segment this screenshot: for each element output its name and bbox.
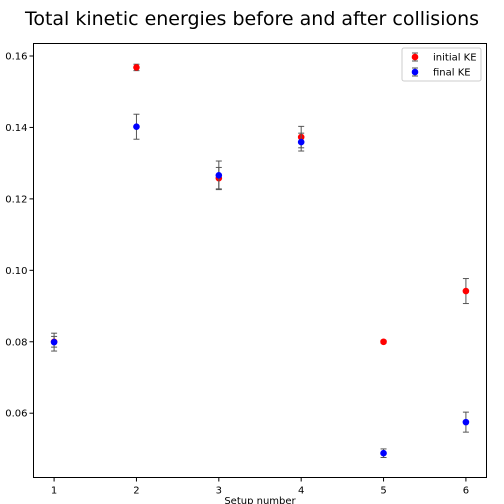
legend-marker [411, 53, 419, 61]
y-axis: 0.06 0.08 0.10 0.12 0.14 0.16 [5, 52, 34, 420]
y-tick-label: 0.14 [5, 123, 27, 134]
x-axis-label: Setup number [224, 496, 296, 504]
x-tick-label: 1 [51, 486, 57, 497]
x-tick-label: 4 [298, 486, 304, 497]
data-point [297, 138, 305, 146]
y-tick-label: 0.16 [5, 52, 27, 63]
y-tick-label: 0.08 [5, 337, 27, 348]
data-point [133, 123, 140, 131]
y-tick-label: 0.06 [5, 409, 27, 420]
legend-box [401, 47, 482, 82]
data-point [380, 449, 387, 457]
data-point [380, 338, 387, 346]
chart-title: Total kinetic energies before and after … [24, 8, 479, 30]
data-point [133, 64, 140, 71]
legend-label: final KE [433, 68, 471, 79]
data-point [50, 338, 58, 346]
data-point [215, 172, 223, 179]
y-tick-label: 0.10 [5, 266, 27, 277]
legend-label: initial KE [433, 53, 477, 64]
y-tick-label: 0.12 [5, 194, 27, 205]
data-point [462, 287, 470, 295]
x-tick-label: 3 [216, 486, 222, 497]
data-point [462, 418, 470, 426]
x-tick-label: 5 [380, 486, 386, 497]
data-points [50, 63, 470, 458]
x-tick-label: 6 [463, 486, 469, 497]
legend-marker [411, 68, 419, 76]
x-tick-label: 2 [133, 486, 139, 497]
plot-area [33, 43, 487, 478]
x-axis: 1 2 3 4 5 6 [51, 477, 469, 497]
legend: initial KE final KE [401, 47, 482, 82]
